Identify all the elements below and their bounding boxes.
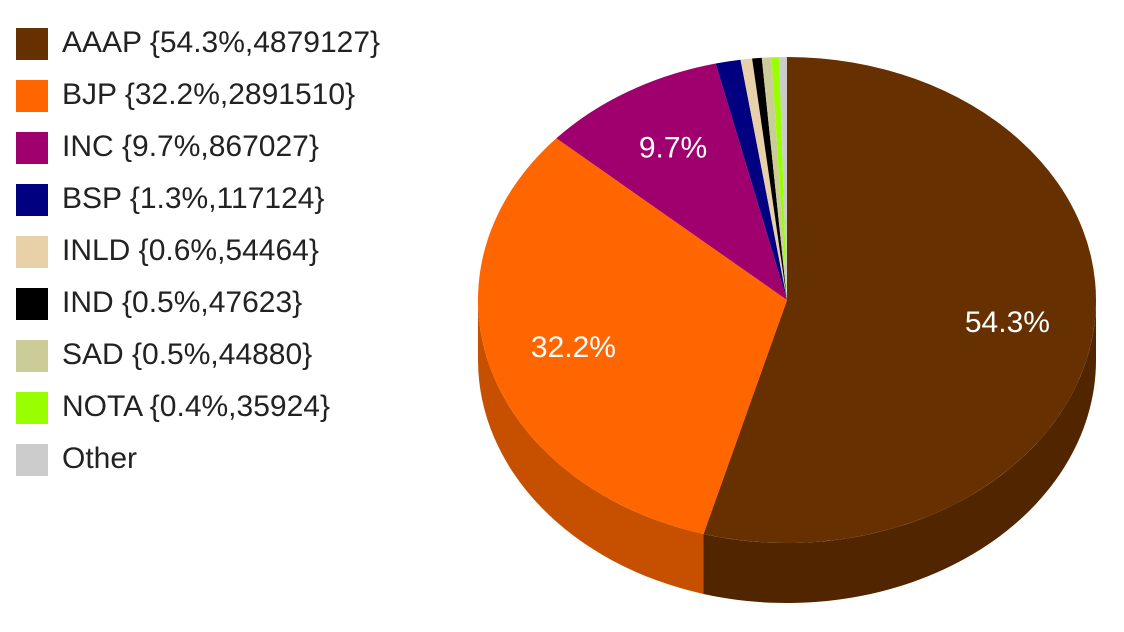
pie-slice-other — [779, 57, 787, 300]
legend-swatch — [16, 28, 48, 60]
legend-swatch — [16, 80, 48, 112]
legend-swatch — [16, 288, 48, 320]
data-label-bjp: 32.2% — [531, 331, 616, 364]
legend-label: BJP {32.2%,2891510} — [62, 78, 356, 111]
legend-item-other: Other — [16, 438, 436, 480]
legend-swatch — [16, 444, 48, 476]
pie-slice-nota — [771, 57, 787, 300]
legend-swatch — [16, 236, 48, 268]
legend-label: SAD {0.5%,44880} — [62, 338, 313, 371]
pie-side-bjp — [478, 300, 704, 594]
pie-slices — [478, 57, 1097, 543]
legend-label: Other — [62, 442, 138, 475]
legend-label: INC {9.7%,867027} — [62, 130, 319, 163]
chart-legend: AAAP {54.3%,4879127} BJP {32.2%,2891510} I… — [16, 22, 436, 490]
pie-slice-sad — [761, 57, 787, 301]
legend-item-bsp: BSP {1.3%,117124} — [16, 178, 436, 220]
data-label-inc: 9.7% — [639, 132, 707, 165]
legend-item-inc: INC {9.7%,867027} — [16, 126, 436, 168]
legend-item-aaap: AAAP {54.3%,4879127} — [16, 22, 436, 64]
legend-item-ind: IND {0.5%,47623} — [16, 282, 436, 324]
pie-slice-bsp — [715, 59, 787, 300]
legend-label: NOTA {0.4%,35924} — [62, 390, 330, 423]
legend-label: INLD {0.6%,54464} — [62, 234, 319, 267]
pie-slice-ind — [752, 57, 787, 301]
data-labels: 54.3% 32.2% 9.7% — [531, 132, 1050, 364]
pie-slice-bjp — [478, 138, 787, 534]
legend-item-nota: NOTA {0.4%,35924} — [16, 386, 436, 428]
legend-item-sad: SAD {0.5%,44880} — [16, 334, 436, 376]
pie-slice-inld — [740, 58, 787, 300]
pie-side-aaap — [703, 300, 1096, 603]
legend-label: IND {0.5%,47623} — [62, 286, 303, 319]
pie-side-walls — [478, 300, 1096, 603]
legend-swatch — [16, 132, 48, 164]
legend-swatch — [16, 340, 48, 372]
legend-item-inld: INLD {0.6%,54464} — [16, 230, 436, 272]
data-label-aaap: 54.3% — [965, 306, 1050, 339]
pie-slice-aaap — [703, 57, 1097, 543]
legend-swatch — [16, 184, 48, 216]
legend-label: AAAP {54.3%,4879127} — [62, 26, 381, 59]
pie-slice-inc — [556, 63, 787, 300]
legend-label: BSP {1.3%,117124} — [62, 182, 325, 215]
legend-item-bjp: BJP {32.2%,2891510} — [16, 74, 436, 116]
legend-swatch — [16, 392, 48, 424]
